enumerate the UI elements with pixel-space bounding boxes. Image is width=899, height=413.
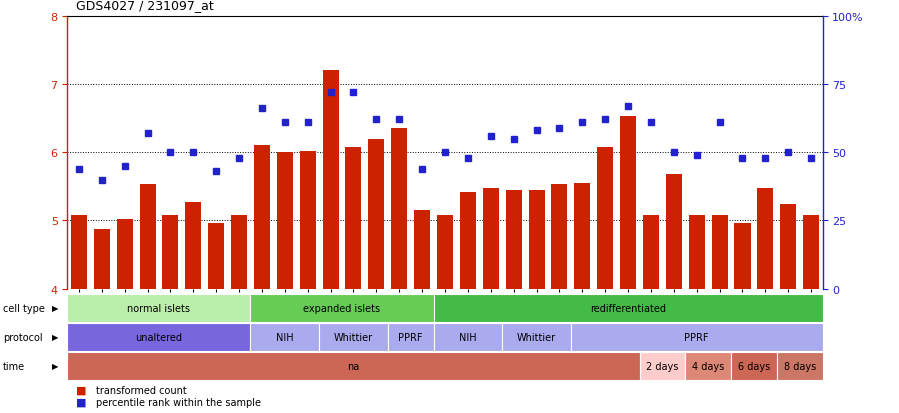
Text: ▶: ▶	[52, 304, 58, 313]
Text: ■: ■	[76, 396, 87, 407]
Bar	[757, 189, 773, 413]
Text: cell type: cell type	[3, 303, 45, 313]
Bar	[643, 216, 659, 413]
Text: percentile rank within the sample: percentile rank within the sample	[96, 396, 262, 407]
Text: transformed count: transformed count	[96, 385, 187, 395]
Text: ▶: ▶	[52, 361, 58, 370]
Bar	[666, 175, 681, 413]
Bar	[139, 184, 156, 413]
Bar	[529, 190, 545, 413]
Text: normal islets: normal islets	[128, 303, 191, 313]
Bar	[712, 216, 727, 413]
Bar	[437, 216, 453, 413]
Text: PPRF: PPRF	[684, 332, 709, 342]
Bar	[163, 216, 178, 413]
Bar	[231, 216, 247, 413]
Text: redifferentiated: redifferentiated	[590, 303, 666, 313]
Text: ▶: ▶	[52, 332, 58, 342]
Bar	[345, 147, 361, 413]
Text: NIH: NIH	[276, 332, 294, 342]
Text: Whittier: Whittier	[334, 332, 373, 342]
Bar	[505, 190, 521, 413]
Bar	[620, 117, 636, 413]
Bar	[414, 211, 430, 413]
Bar	[93, 230, 110, 413]
Text: Whittier: Whittier	[517, 332, 556, 342]
Bar	[277, 153, 293, 413]
Text: PPRF: PPRF	[398, 332, 423, 342]
Text: na: na	[347, 361, 360, 371]
Bar	[597, 147, 613, 413]
Text: GDS4027 / 231097_at: GDS4027 / 231097_at	[76, 0, 214, 12]
Text: unaltered: unaltered	[136, 332, 182, 342]
Bar	[460, 192, 476, 413]
Bar	[369, 139, 385, 413]
Bar	[323, 71, 339, 413]
Text: NIH: NIH	[459, 332, 476, 342]
Bar	[254, 146, 270, 413]
Bar	[185, 202, 201, 413]
Bar	[299, 152, 316, 413]
Bar	[391, 129, 407, 413]
Text: ■: ■	[76, 385, 87, 395]
Text: 4 days: 4 days	[692, 361, 725, 371]
Bar	[483, 189, 499, 413]
Text: 8 days: 8 days	[784, 361, 815, 371]
Text: 2 days: 2 days	[646, 361, 679, 371]
Bar	[734, 223, 751, 413]
Bar	[71, 216, 87, 413]
Text: expanded islets: expanded islets	[304, 303, 380, 313]
Text: protocol: protocol	[3, 332, 42, 342]
Bar	[551, 184, 567, 413]
Bar	[209, 223, 224, 413]
Bar	[574, 183, 591, 413]
Bar	[780, 204, 797, 413]
Text: time: time	[3, 361, 25, 371]
Text: 6 days: 6 days	[738, 361, 770, 371]
Bar	[117, 220, 133, 413]
Bar	[689, 216, 705, 413]
Bar	[803, 216, 819, 413]
